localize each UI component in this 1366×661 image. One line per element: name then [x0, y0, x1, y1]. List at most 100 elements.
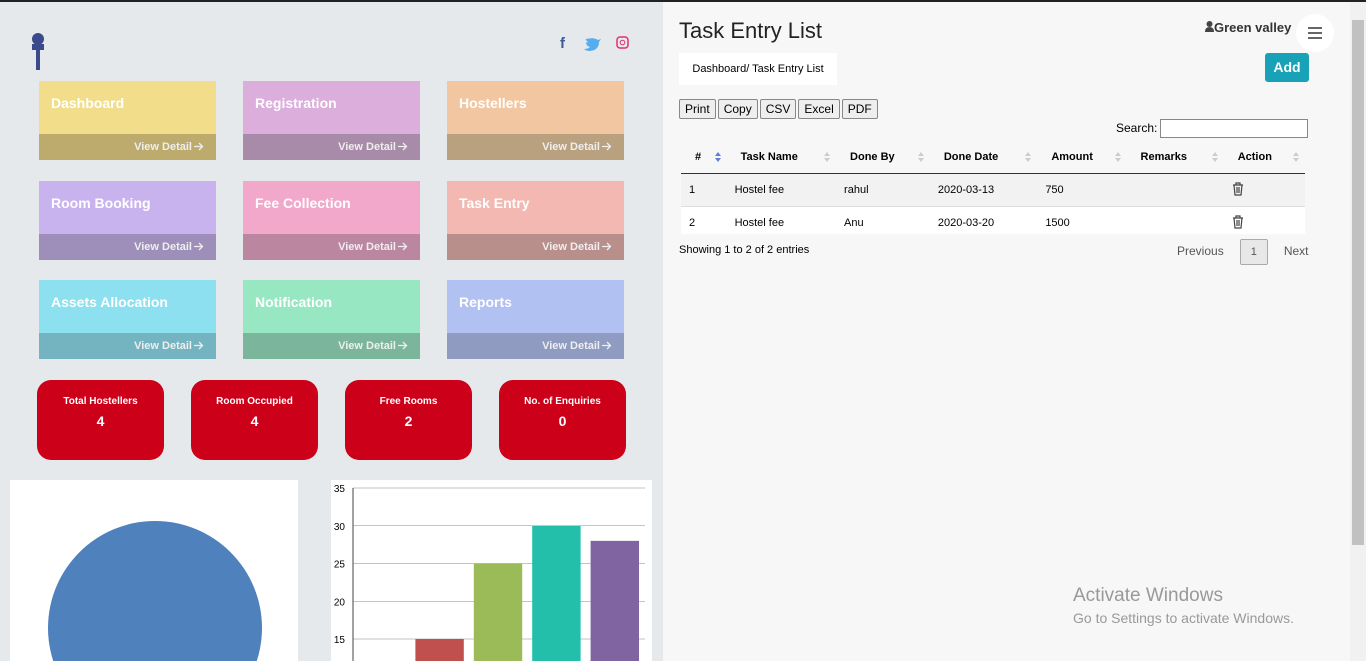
arrow-icon	[602, 341, 612, 350]
breadcrumb[interactable]: Dashboard/ Task Entry List	[679, 53, 837, 85]
column-header[interactable]: Action	[1224, 141, 1305, 174]
export-button[interactable]: Print	[679, 99, 716, 119]
user[interactable]: Green valley	[1205, 20, 1291, 35]
social-icons: f	[558, 34, 633, 52]
tile-link[interactable]: View Detail	[338, 241, 396, 253]
column-header[interactable]: Task Name	[727, 141, 836, 174]
table-cell: 750	[1037, 174, 1126, 207]
arrow-icon	[194, 142, 204, 151]
tile-link[interactable]: View Detail	[542, 141, 600, 153]
arrow-icon	[398, 341, 408, 350]
arrow-icon	[602, 242, 612, 251]
tile[interactable]: Reports View Detail	[447, 280, 624, 359]
column-title: Done By	[850, 151, 895, 163]
tile-title: Room Booking	[51, 195, 151, 211]
page-button[interactable]: 1	[1240, 239, 1268, 265]
arrow	[602, 342, 611, 349]
y-tick-label: 20	[334, 597, 346, 608]
sort-icon	[823, 151, 831, 163]
stat-value: 0	[499, 413, 626, 429]
tile-title: Hostellers	[459, 95, 527, 111]
tile[interactable]: Room Booking View Detail	[39, 181, 216, 260]
stat-value: 4	[191, 413, 318, 429]
logo	[28, 32, 48, 72]
sort-icon	[1114, 151, 1122, 163]
arrow-icon	[602, 142, 612, 151]
table-cell: Anu	[836, 207, 930, 235]
tile-footer: View Detail	[39, 234, 216, 260]
tile-link[interactable]: View Detail	[134, 141, 192, 153]
pagination: Previous 1 Next	[1165, 238, 1321, 265]
stat-label: Total Hostellers	[37, 396, 164, 407]
tile-footer: View Detail	[39, 134, 216, 160]
menu-button[interactable]	[1296, 14, 1334, 52]
tile-title: Reports	[459, 294, 512, 310]
user-icon	[1205, 21, 1214, 32]
column-header[interactable]: Done By	[836, 141, 930, 174]
bar	[415, 639, 463, 661]
tile[interactable]: Hostellers View Detail	[447, 81, 624, 160]
sort-arrows	[824, 152, 830, 162]
action-cell	[1224, 207, 1305, 235]
scrollbar[interactable]	[1350, 2, 1366, 661]
svg-text:f: f	[560, 35, 566, 52]
column-header[interactable]: #	[681, 141, 727, 174]
table-cell: 2	[681, 207, 727, 235]
trash	[1233, 216, 1243, 228]
tile-footer: View Detail	[243, 134, 420, 160]
column-header[interactable]: Amount	[1037, 141, 1126, 174]
export-button[interactable]: CSV	[760, 99, 797, 119]
delete-icon[interactable]	[1232, 215, 1244, 229]
export-button[interactable]: Excel	[798, 99, 839, 119]
user-name: Green valley	[1214, 20, 1291, 35]
search-label: Search:	[1116, 121, 1157, 135]
tile[interactable]: Registration View Detail	[243, 81, 420, 160]
table-cell: 2020-03-13	[930, 174, 1037, 207]
tile-title: Registration	[255, 95, 337, 111]
tile[interactable]: Fee Collection View Detail	[243, 181, 420, 260]
export-button[interactable]: Copy	[718, 99, 758, 119]
search-input[interactable]	[1160, 119, 1308, 138]
page-button[interactable]: Previous	[1169, 238, 1232, 264]
tile-link[interactable]: View Detail	[134, 241, 192, 253]
y-tick-label: 15	[334, 635, 346, 646]
action-cell	[1224, 174, 1305, 207]
bar	[474, 564, 522, 661]
sort-arrows	[1115, 152, 1121, 162]
page-button[interactable]: Next	[1276, 238, 1317, 264]
column-title: Remarks	[1141, 151, 1187, 163]
table-cell: Hostel fee	[727, 207, 836, 235]
trash	[1233, 183, 1243, 195]
column-title: Action	[1238, 151, 1272, 163]
tile-link[interactable]: View Detail	[338, 141, 396, 153]
column-header[interactable]: Remarks	[1127, 141, 1224, 174]
arrow	[194, 342, 203, 349]
export-button[interactable]: PDF	[842, 99, 878, 119]
table-cell: 1	[681, 174, 727, 207]
delete-icon[interactable]	[1232, 182, 1244, 196]
tile-footer: View Detail	[447, 134, 624, 160]
table-cell: rahul	[836, 174, 930, 207]
tile-link[interactable]: View Detail	[542, 241, 600, 253]
column-header[interactable]: Done Date	[930, 141, 1037, 174]
page-title: Task Entry List	[679, 18, 822, 44]
tile-title: Fee Collection	[255, 195, 351, 211]
add-button[interactable]: Add	[1265, 53, 1309, 82]
arrow-icon	[398, 242, 408, 251]
tile-link[interactable]: View Detail	[338, 340, 396, 352]
tile-link[interactable]: View Detail	[542, 340, 600, 352]
column-title: #	[695, 151, 701, 163]
stat-label: Room Occupied	[191, 396, 318, 407]
tile-link[interactable]: View Detail	[134, 340, 192, 352]
arrow	[602, 143, 611, 150]
pie-panel	[10, 480, 298, 661]
